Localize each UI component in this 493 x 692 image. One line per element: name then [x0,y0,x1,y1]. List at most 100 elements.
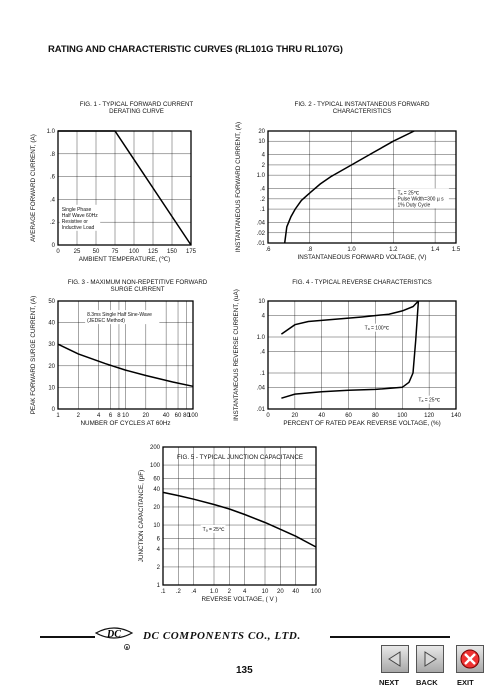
fig2-ytick-label: .02 [257,231,266,237]
page-title: RATING AND CHARACTERISTIC CURVES (RL101G… [48,44,343,55]
fig3-xtick-label: 100 [188,413,199,419]
fig4-ytick-label: 1.0 [257,335,266,341]
exit-label[interactable]: EXIT [457,678,474,687]
arrow-right-icon [424,651,437,667]
fig5-y-axis-label: JUNCTION CAPACITANCE, (pF) [138,470,145,562]
logo-text: DC [106,629,121,640]
fig1-annotation-text: Inductive Load [62,225,95,231]
fig5-x-axis-label: REVERSE VOLTAGE, ( V ) [201,596,277,603]
fig4-annotation-bg [362,323,391,332]
fig5-ytick-label: 6 [157,536,161,542]
fig1-title-line: DERATING CURVE [109,108,164,115]
fig5-ytick-label: 4 [157,547,161,553]
next-button[interactable] [416,645,444,673]
fig4-ytick-label: .04 [257,385,266,391]
fig3-xtick-label: 60 [175,413,182,419]
footer-rule-right [330,636,450,638]
fig4-chart: FIG. 4 - TYPICAL REVERSE CHARACTERISTICS… [233,279,462,427]
fig4-ytick-label: 4 [262,313,266,319]
fig3-ytick-label: 0 [52,407,56,413]
fig1-plot-frame [57,130,192,246]
fig2-ytick-label: 10 [258,139,265,145]
fig4-xtick-label: 20 [292,413,299,419]
fig4-series-0-line [280,300,419,335]
fig1-x-axis-label: AMBIENT TEMPERATURE, (℃) [79,256,170,263]
fig2-ytick-label: .2 [260,197,266,203]
fig2-title-line: FIG. 2 - TYPICAL INSTANTANEOUS FORWARD [295,101,430,108]
fig3-ytick-label: 40 [48,321,55,327]
fig1-title-line: FIG. 1 - TYPICAL FORWARD CURRENT [80,101,194,108]
fig2-xtick-label: 1.4 [431,247,440,253]
fig4-annotation-bg [416,395,442,404]
exit-button[interactable] [456,645,484,673]
fig2-annotation-bg [395,188,449,209]
fig4-xtick-label: 60 [345,413,352,419]
fig4-xtick-label: 80 [372,413,379,419]
fig5-xtick-label: .4 [191,589,197,595]
fig5-xtick-label: 10 [262,589,269,595]
fig5-ytick-label: 200 [150,445,161,451]
fig1-xtick-label: 25 [74,249,81,255]
fig3-annotation-bg [85,310,160,325]
exit-icon [460,649,480,669]
fig4-annotation-text: Tₐ = 25℃ [418,398,440,404]
fig5-xtick-label: .2 [176,589,182,595]
footer-rule-left [40,636,95,638]
fig1-xtick-label: 150 [167,249,178,255]
fig2-ytick-label: 2 [262,163,266,169]
fig2-ytick-label: .4 [260,187,266,193]
fig5-ytick-label: 100 [150,463,161,469]
fig3-xtick-label: 40 [163,413,170,419]
fig4-ytick-label: .4 [260,349,266,355]
fig1-annotation-text: Half Wave 60Hz [62,213,98,219]
fig2-series-0-line [283,130,415,244]
fig4-y-axis-label: INSTANTANEOUS REVERSE CURRENT, (uA) [233,289,240,421]
fig3-title-line: SURGE CURRENT [111,286,165,293]
fig2-ytick-label: .01 [257,241,266,247]
fig3-xtick-label: 6 [109,413,113,419]
fig2-plot-frame [267,130,457,244]
fig2-xtick-label: .6 [265,247,271,253]
fig2-x-axis-label: INSTANTANEOUS FORWARD VOLTAGE, (V) [298,254,427,261]
fig2-xtick-label: .8 [307,247,313,253]
fig1-ytick-label: 1.0 [47,129,56,135]
arrow-left-icon [388,651,401,667]
fig3-ytick-label: 10 [48,385,55,391]
fig5-series-0-line [162,491,317,548]
back-button[interactable] [381,645,409,673]
back-label[interactable]: BACK [416,678,438,687]
fig1-series-0-line [58,130,192,246]
fig4-series-1-line [281,300,420,399]
fig4-ytick-label: .01 [257,407,266,413]
fig3-annotation-text: (JEDEC Method) [87,318,125,324]
fig2-ytick-label: .04 [257,221,266,227]
fig1-xtick-label: 125 [148,249,159,255]
fig1-ytick-label: .2 [50,220,56,226]
fig3-xtick-label: 4 [97,413,101,419]
fig2-ytick-label: 4 [262,153,266,159]
fig1-chart: FIG. 1 - TYPICAL FORWARD CURRENTDERATING… [30,101,197,263]
fig3-ytick-label: 30 [48,342,55,348]
fig2-ytick-label: 20 [258,129,265,135]
fig5-xtick-label: 100 [311,589,322,595]
fig5-xtick-label: 4 [243,589,247,595]
fig1-y-axis-label: AVERAGE FORWARD CURRENT, (A) [30,134,37,242]
fig1-xtick-label: 50 [93,249,100,255]
page-number: 135 [236,665,253,676]
fig2-chart: FIG. 2 - TYPICAL INSTANTANEOUS FORWARDCH… [235,101,461,261]
fig3-x-axis-label: NUMBER OF CYCLES AT 60Hz [80,420,170,427]
fig5-title-line: FIG. 5 - TYPICAL JUNCTION CAPACITANCE [177,454,303,461]
fig1-annotation-text: Resistive or [62,219,88,225]
fig2-ytick-label: .1 [260,207,266,213]
fig3-xtick-label: 1 [56,413,60,419]
fig3-title-line: FIG. 3 - MAXIMUM NON-REPETITIVE FORWARD [68,279,208,286]
fig3-xtick-label: 10 [122,413,129,419]
fig5-xtick-label: 20 [277,589,284,595]
fig5-plot-frame [162,446,317,586]
fig5-ytick-label: 10 [153,523,160,529]
fig3-plot-frame [57,300,194,410]
fig2-ytick-label: 1.0 [257,173,266,179]
fig1-xtick-label: 175 [186,249,197,255]
fig3-chart: FIG. 3 - MAXIMUM NON-REPETITIVE FORWARDS… [30,279,208,427]
next-label[interactable]: NEXT [379,678,400,687]
